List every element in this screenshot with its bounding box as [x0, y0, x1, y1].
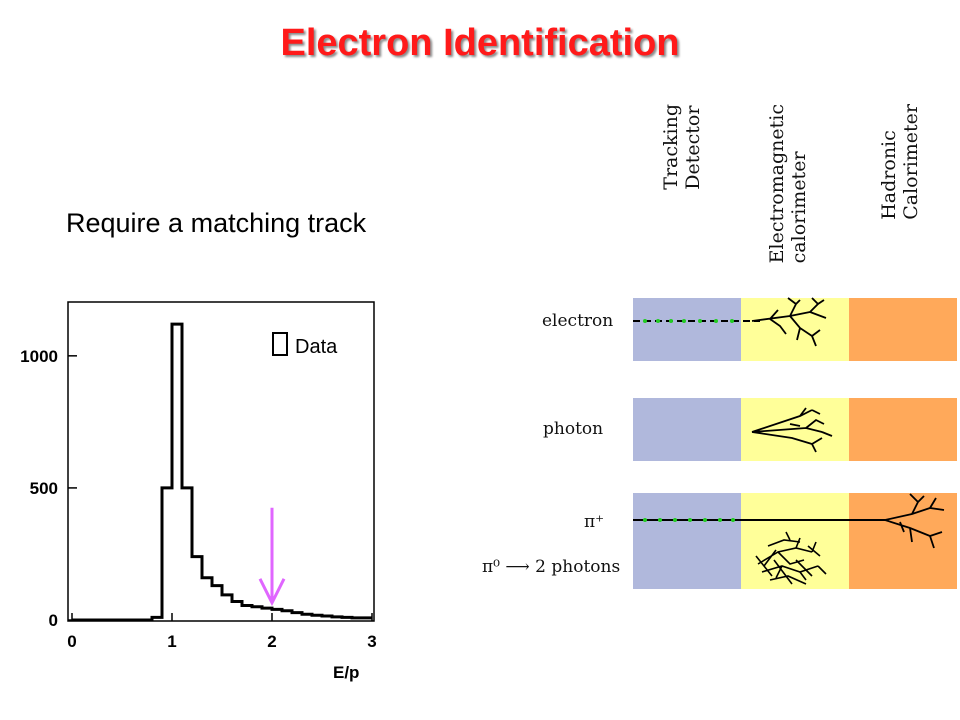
detector-row-pion: [633, 493, 957, 589]
x-tick-label: 0: [67, 632, 76, 651]
em-calorimeter-layer: [741, 298, 849, 361]
pi0-photon-showers: [755, 531, 827, 585]
detector-row-photon: [633, 398, 957, 461]
x-tick-label: 1: [167, 632, 176, 651]
plot-frame: [67, 301, 375, 622]
hadronic-calorimeter-layer: [849, 298, 957, 361]
y-tick-label: 500: [30, 479, 58, 498]
legend: Data: [272, 332, 338, 358]
x-tick-label: 3: [367, 632, 376, 651]
track-hits: [643, 518, 735, 522]
ep-histogram: 0 1 2 3 0 500 1000 Data E/p: [20, 301, 377, 682]
detector-diagram: [633, 297, 957, 589]
y-tick-label: 0: [49, 611, 58, 630]
particle-label-pi-zero: π⁰ ⟶ 2 photons: [482, 557, 621, 577]
hadronic-calorimeter-layer: [849, 493, 957, 589]
legend-label: Data: [295, 336, 338, 358]
data-series-step: [72, 322, 372, 622]
slide-subtitle: Require a matching track: [66, 208, 367, 238]
particle-label-photon: photon: [543, 419, 604, 439]
tracking-layer: [633, 398, 741, 461]
legend-swatch: [272, 332, 288, 356]
tracking-layer: [633, 298, 741, 361]
x-axis-label: E/p: [333, 663, 359, 682]
particle-label-electron: electron: [542, 311, 614, 331]
y-tick-label: 1000: [20, 347, 58, 366]
hadronic-calorimeter-layer: [849, 398, 957, 461]
slide-title: Electron Identification: [280, 22, 680, 64]
tracking-layer: [633, 493, 741, 589]
hadronic-shower: [884, 493, 945, 549]
x-tick-label: 2: [267, 632, 276, 651]
detector-row-electron: [633, 297, 957, 361]
em-shower: [751, 407, 833, 453]
em-shower: [751, 297, 827, 347]
cut-arrow: [258, 507, 286, 607]
track-hits: [643, 319, 734, 323]
cut-arrow-head: [258, 578, 286, 607]
particle-label-pi-plus: π⁺: [584, 512, 605, 532]
